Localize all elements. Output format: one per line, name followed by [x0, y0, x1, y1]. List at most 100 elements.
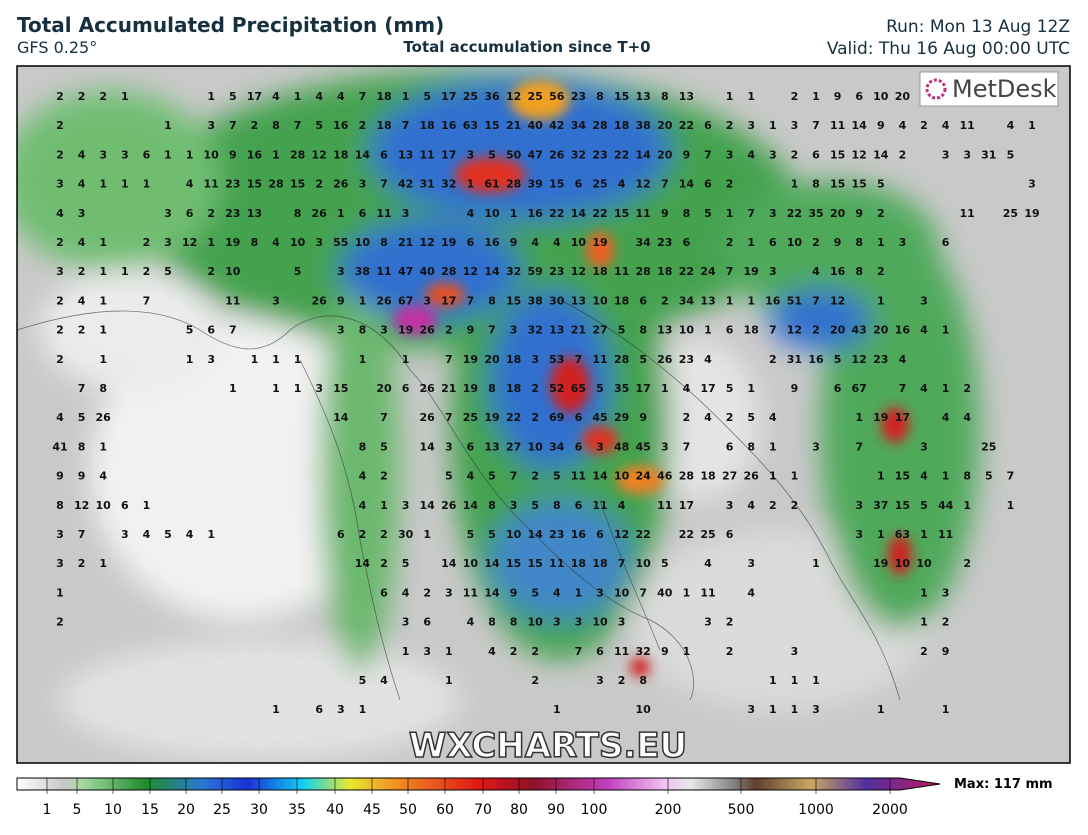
grid-value: 32 [506, 265, 521, 278]
grid-value: 3 [445, 586, 453, 599]
grid-value: 11 [614, 645, 629, 658]
grid-value: 2 [683, 411, 691, 424]
grid-value: 15 [528, 557, 543, 570]
grid-value: 17 [441, 294, 456, 307]
grid-value: 11 [960, 207, 975, 220]
grid-value: 31 [981, 148, 996, 161]
grid-value: 9 [877, 119, 885, 132]
grid-value: 4 [920, 470, 928, 483]
grid-value: 19 [873, 557, 888, 570]
grid-value: 2 [78, 324, 86, 337]
grid-value: 2 [531, 382, 539, 395]
grid-value: 1 [812, 557, 820, 570]
grid-value: 1 [99, 265, 107, 278]
legend-tick-label: 200 [655, 802, 682, 818]
grid-value: 4 [99, 470, 107, 483]
grid-value: 11 [614, 265, 629, 278]
grid-value: 2 [380, 557, 388, 570]
grid-value: 4 [942, 119, 950, 132]
grid-value: 41 [52, 440, 67, 453]
grid-value: 2 [769, 499, 777, 512]
grid-value: 10 [614, 586, 630, 599]
grid-value: 4 [531, 236, 539, 249]
grid-value: 9 [56, 470, 64, 483]
grid-value: 13 [484, 440, 499, 453]
grid-value: 4 [942, 411, 950, 424]
grid-value: 65 [571, 382, 586, 395]
grid-value: 3 [99, 148, 107, 161]
grid-value: 4 [467, 616, 475, 629]
grid-value: 8 [78, 440, 86, 453]
grid-value: 10 [873, 90, 889, 103]
grid-value: 1 [747, 294, 755, 307]
grid-value: 6 [121, 499, 129, 512]
grid-value: 1 [553, 703, 561, 716]
grid-value: 4 [920, 324, 928, 337]
grid-value: 10 [528, 440, 544, 453]
grid-value: 4 [618, 178, 626, 191]
grid-value: 1 [942, 382, 950, 395]
legend-tick-label: 90 [547, 802, 565, 818]
grid-value: 25 [700, 528, 715, 541]
grid-value: 9 [834, 236, 842, 249]
grid-value: 8 [56, 499, 64, 512]
grid-value: 26 [333, 178, 349, 191]
grid-value: 6 [380, 586, 388, 599]
grid-value: 8 [488, 499, 496, 512]
grid-value: 15 [830, 148, 845, 161]
grid-value: 9 [467, 324, 475, 337]
grid-value: 3 [207, 119, 215, 132]
grid-value: 2 [423, 586, 431, 599]
grid-value: 5 [834, 353, 842, 366]
grid-value: 16 [808, 353, 824, 366]
grid-value: 23 [679, 353, 694, 366]
grid-value: 8 [488, 616, 496, 629]
grid-value: 19 [463, 382, 478, 395]
grid-value: 4 [56, 207, 64, 220]
grid-value: 7 [812, 294, 820, 307]
grid-value: 1 [143, 499, 151, 512]
grid-value: 18 [333, 148, 348, 161]
grid-value: 7 [855, 440, 863, 453]
grid-value: 13 [398, 148, 413, 161]
grid-value: 19 [463, 353, 478, 366]
grid-value: 11 [592, 353, 607, 366]
grid-value: 15 [614, 207, 629, 220]
grid-value: 3 [769, 265, 777, 278]
grid-value: 1 [510, 207, 518, 220]
grid-value: 27 [722, 470, 737, 483]
grid-value: 59 [528, 265, 543, 278]
grid-value: 2 [143, 265, 151, 278]
grid-value: 31 [420, 178, 435, 191]
grid-value: 9 [229, 148, 237, 161]
grid-value: 4 [553, 586, 561, 599]
grid-value: 8 [855, 236, 863, 249]
grid-value: 1 [747, 382, 755, 395]
grid-value: 2 [143, 236, 151, 249]
grid-value: 1 [769, 470, 777, 483]
grid-value: 21 [506, 119, 521, 132]
grid-value: 2 [726, 178, 734, 191]
grid-value: 4 [315, 90, 323, 103]
grid-value: 3 [56, 528, 64, 541]
grid-value: 3 [315, 382, 323, 395]
grid-value: 14 [420, 440, 436, 453]
grid-value: 2 [726, 119, 734, 132]
max-label: Max: 117 mm [954, 777, 1053, 792]
grid-value: 3 [315, 236, 323, 249]
grid-value: 17 [636, 382, 651, 395]
grid-value: 8 [251, 236, 259, 249]
legend-tick-label: 80 [510, 802, 528, 818]
grid-value: 7 [618, 557, 626, 570]
grid-value: 1 [423, 528, 431, 541]
grid-value: 7 [78, 382, 86, 395]
grid-value: 2 [877, 265, 885, 278]
grid-value: 3 [596, 440, 604, 453]
grid-value: 3 [553, 616, 561, 629]
grid-value: 13 [657, 324, 672, 337]
legend-tick-label: 30 [250, 802, 268, 818]
grid-value: 5 [488, 148, 496, 161]
grid-value: 10 [636, 703, 652, 716]
grid-value: 1 [769, 119, 777, 132]
grid-value: 7 [510, 470, 518, 483]
